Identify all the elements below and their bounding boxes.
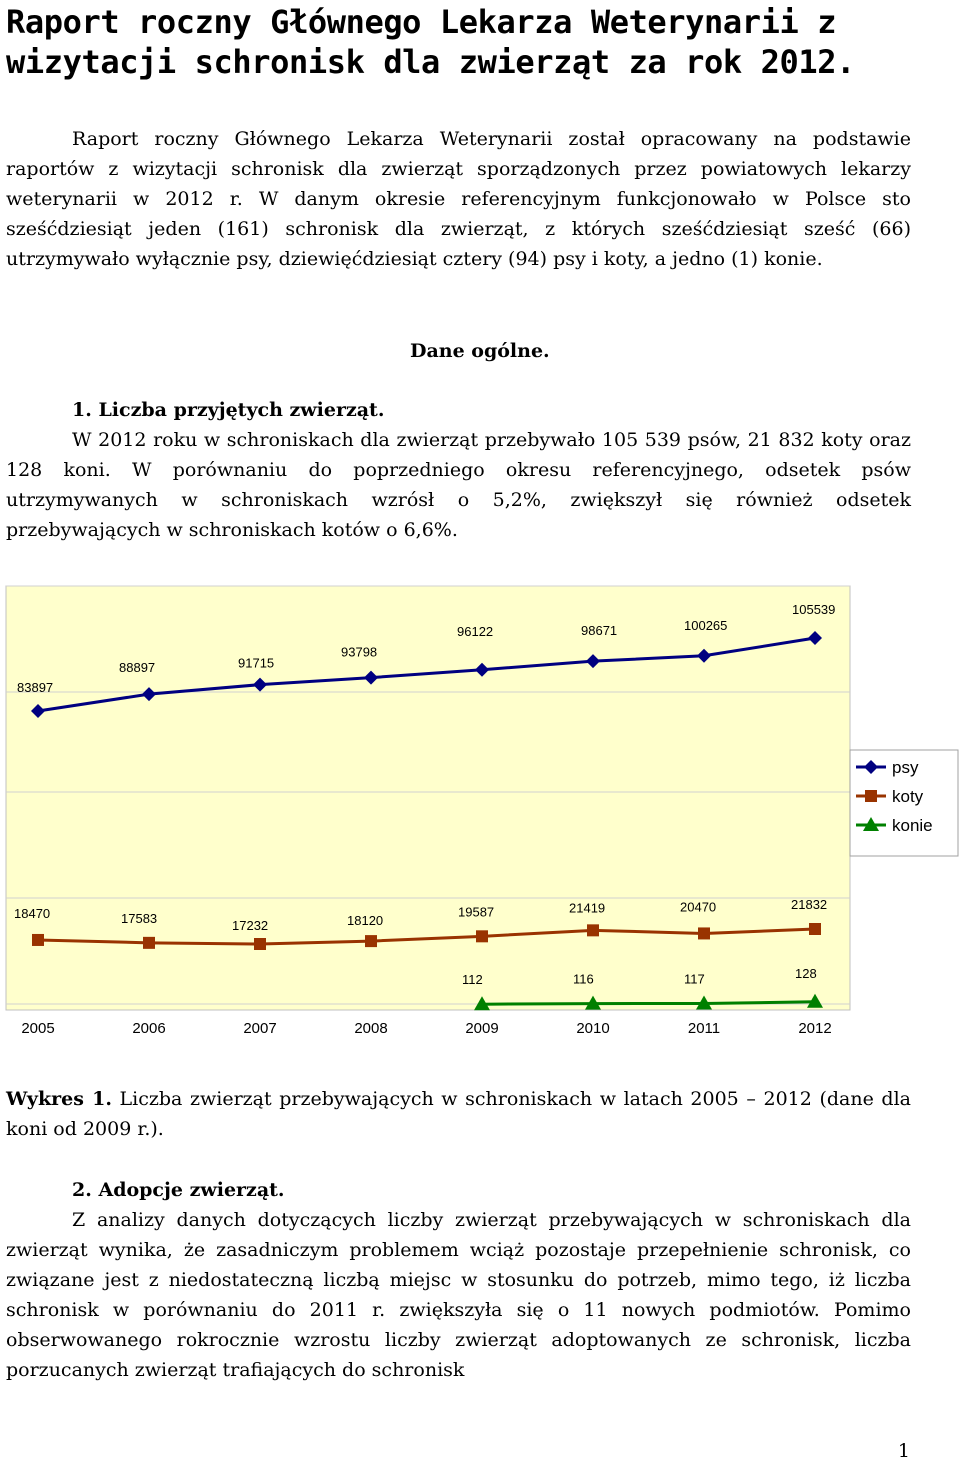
page-number: 1 <box>897 1440 910 1462</box>
report-title: Raport roczny Głównego Lekarza Weterynar… <box>6 3 855 81</box>
x-axis-labels: 2005 2006 2007 2008 2009 2010 2011 2012 <box>21 1020 831 1037</box>
data-label-koty: 18120 <box>347 913 383 928</box>
x-tick-label: 2009 <box>465 1020 498 1037</box>
subheading-admitted-animals: 1. Liczba przyjętych zwierząt. <box>72 399 385 421</box>
legend-label-koty: koty <box>892 787 924 806</box>
admitted-paragraph: W 2012 roku w schroniskach dla zwierząt … <box>6 429 911 541</box>
data-label-konie: 128 <box>795 966 817 981</box>
chart-legend: psy koty konie <box>849 749 959 857</box>
data-label-psy: 98671 <box>581 623 617 638</box>
x-tick-label: 2008 <box>354 1020 387 1037</box>
point-psy <box>475 662 489 677</box>
animals-line-chart: 83897 88897 91715 93798 96122 98671 100265 1055… <box>5 585 959 1037</box>
intro-paragraph: Raport roczny Głównego Lekarza Weterynar… <box>6 128 911 270</box>
data-label-psy: 100265 <box>684 618 727 633</box>
data-label-psy: 83897 <box>17 680 53 695</box>
data-label-psy: 105539 <box>792 602 835 617</box>
plot-area <box>5 585 851 1011</box>
data-label-koty: 20470 <box>680 899 716 914</box>
data-label-koty: 21419 <box>569 900 605 915</box>
legend-label-psy: psy <box>892 758 919 777</box>
x-tick-label: 2007 <box>243 1020 276 1037</box>
data-label-psy: 93798 <box>341 645 377 660</box>
data-label-psy: 96122 <box>457 624 493 639</box>
point-psy <box>808 631 822 645</box>
data-label-psy: 91715 <box>238 656 274 671</box>
data-label-konie: 112 <box>462 972 483 987</box>
x-tick-label: 2012 <box>798 1020 831 1037</box>
point-konie <box>807 993 823 1008</box>
point-psy <box>364 670 378 685</box>
data-label-koty: 17232 <box>232 918 268 933</box>
point-koty <box>143 936 155 949</box>
legend-marker-konie <box>863 817 879 831</box>
point-konie <box>696 995 712 1010</box>
point-konie <box>585 995 601 1010</box>
data-label-koty: 19587 <box>458 904 494 919</box>
series-line-konie <box>481 1000 816 1006</box>
point-koty <box>365 935 377 948</box>
x-tick-label: 2011 <box>688 1020 720 1037</box>
section-heading: Dane ogólne. <box>410 340 550 362</box>
subheading-adoptions: 2. Adopcje zwierząt. <box>72 1179 285 1201</box>
point-koty <box>32 933 44 946</box>
data-label-psy: 88897 <box>119 660 155 675</box>
point-koty <box>476 930 488 943</box>
point-koty <box>698 927 710 940</box>
legend-marker-psy <box>864 760 878 774</box>
point-psy <box>586 654 600 669</box>
point-psy <box>697 648 711 663</box>
caption-label: Wykres 1. <box>6 1088 112 1110</box>
legend-label-konie: konie <box>892 816 933 835</box>
x-tick-label: 2010 <box>576 1020 609 1037</box>
data-label-koty: 21832 <box>791 897 827 912</box>
data-label-koty: 18470 <box>14 906 50 921</box>
data-label-konie: 117 <box>684 971 705 986</box>
data-label-koty: 17583 <box>121 911 157 926</box>
legend-marker-koty <box>865 790 877 802</box>
data-label-konie: 116 <box>573 972 594 987</box>
point-koty <box>254 938 266 950</box>
point-konie <box>474 996 490 1011</box>
point-koty <box>587 924 599 937</box>
point-psy <box>142 687 156 702</box>
chart-caption: Wykres 1. Liczba zwierząt przebywających… <box>6 1084 911 1144</box>
x-tick-label: 2005 <box>21 1020 54 1037</box>
chart-marks: 83897 88897 91715 93798 96122 98671 100265 1055… <box>14 602 835 1011</box>
chart-series-lines <box>37 636 816 1006</box>
point-psy <box>253 677 267 692</box>
series-line-koty <box>37 927 816 946</box>
point-psy <box>31 704 45 718</box>
caption-text: Liczba zwierząt przebywających w schroni… <box>6 1088 911 1140</box>
point-koty <box>809 923 821 935</box>
x-tick-label: 2006 <box>132 1020 165 1037</box>
series-line-psy <box>37 636 816 713</box>
adoptions-paragraph: Z analizy danych dotyczących liczby zwie… <box>6 1209 911 1381</box>
